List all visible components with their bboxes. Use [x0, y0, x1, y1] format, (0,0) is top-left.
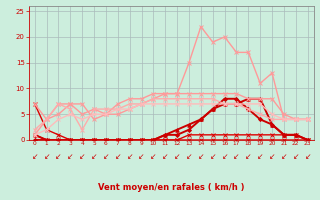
Text: ↙: ↙ [245, 153, 252, 162]
Text: ↙: ↙ [44, 153, 50, 162]
Text: ↙: ↙ [103, 153, 109, 162]
Text: ↙: ↙ [67, 153, 74, 162]
Text: ↙: ↙ [304, 153, 311, 162]
Text: ↙: ↙ [221, 153, 228, 162]
Text: ↙: ↙ [186, 153, 192, 162]
Text: ↙: ↙ [162, 153, 168, 162]
Text: ↙: ↙ [210, 153, 216, 162]
Text: ↙: ↙ [257, 153, 263, 162]
Text: ↙: ↙ [32, 153, 38, 162]
Text: ↙: ↙ [79, 153, 85, 162]
Text: ↙: ↙ [292, 153, 299, 162]
Text: ↙: ↙ [269, 153, 275, 162]
Text: ↙: ↙ [174, 153, 180, 162]
Text: ↙: ↙ [91, 153, 97, 162]
Text: ↙: ↙ [150, 153, 156, 162]
Text: ↙: ↙ [281, 153, 287, 162]
Text: Vent moyen/en rafales ( km/h ): Vent moyen/en rafales ( km/h ) [98, 183, 244, 192]
Text: ↙: ↙ [233, 153, 240, 162]
Text: ↙: ↙ [55, 153, 62, 162]
Text: ↙: ↙ [138, 153, 145, 162]
Text: ↙: ↙ [198, 153, 204, 162]
Text: ↙: ↙ [115, 153, 121, 162]
Text: ↙: ↙ [126, 153, 133, 162]
